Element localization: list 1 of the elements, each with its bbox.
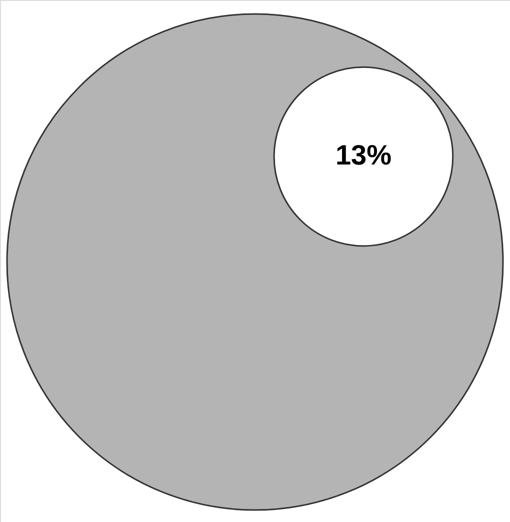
data-label: 13% <box>335 140 392 171</box>
